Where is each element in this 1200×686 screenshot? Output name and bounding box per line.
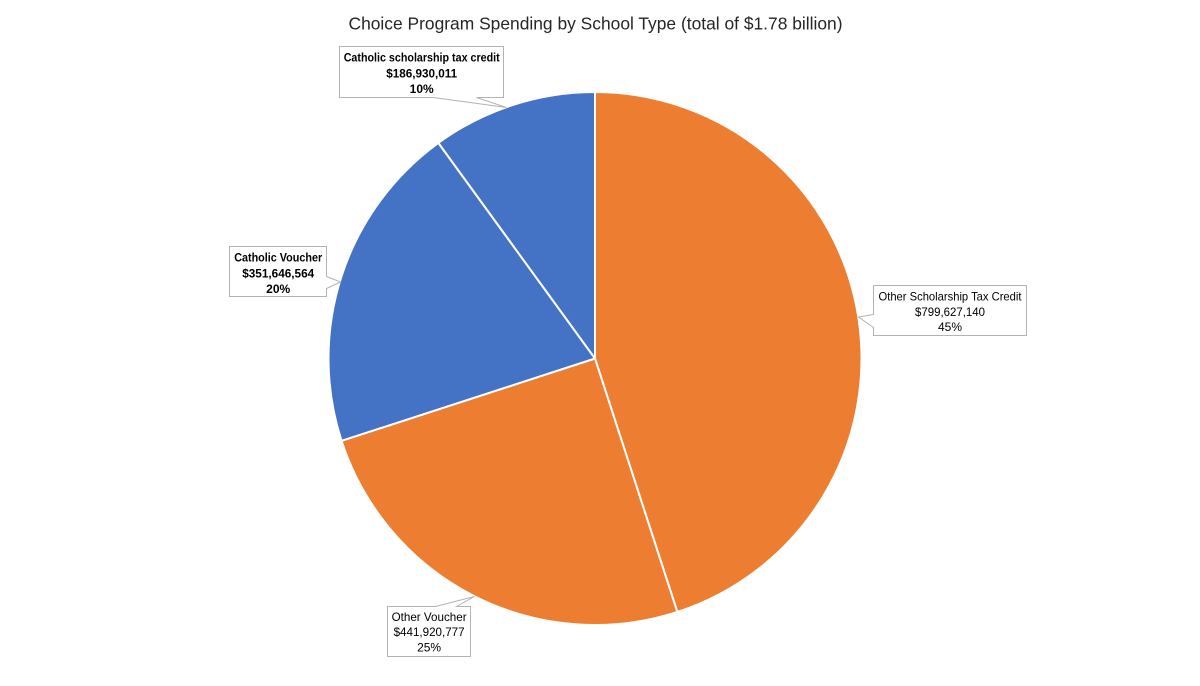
svg-text:$441,920,777: $441,920,777 [394,625,465,639]
svg-text:Choice Program Spending by Sch: Choice Program Spending by School Type (… [349,14,843,34]
svg-text:Catholic scholarship tax credi: Catholic scholarship tax credit [344,51,500,65]
svg-text:Other Voucher: Other Voucher [392,610,467,624]
svg-text:Other Scholarship Tax Credit: Other Scholarship Tax Credit [879,290,1023,304]
svg-text:20%: 20% [266,282,290,296]
svg-text:$799,627,140: $799,627,140 [915,305,985,319]
svg-text:$186,930,011: $186,930,011 [386,66,457,80]
svg-text:45%: 45% [938,320,962,334]
svg-text:Catholic Voucher: Catholic Voucher [234,251,322,265]
svg-text:25%: 25% [417,640,441,654]
svg-text:$351,646,564: $351,646,564 [242,266,314,280]
svg-text:10%: 10% [410,82,434,96]
